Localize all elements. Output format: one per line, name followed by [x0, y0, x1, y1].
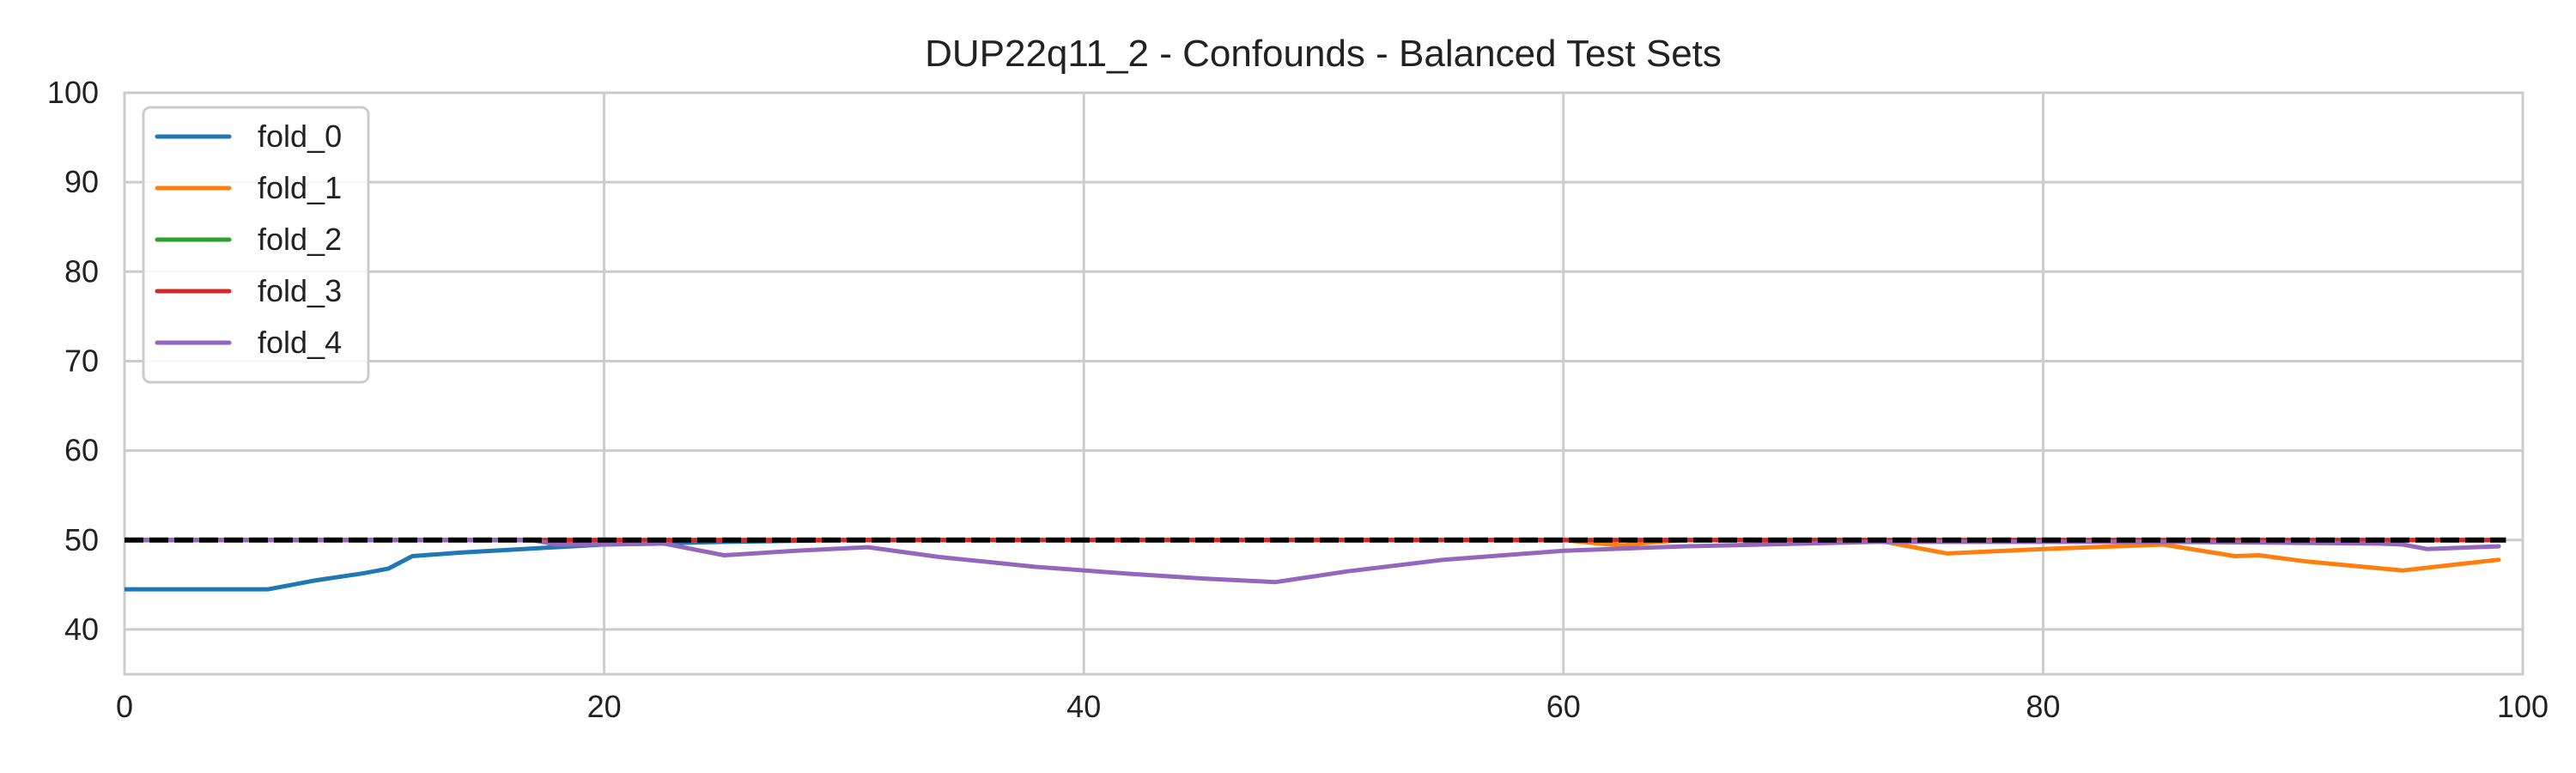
y-tick-label: 100 [47, 75, 99, 110]
y-tick-label: 60 [64, 433, 99, 468]
x-tick-label: 20 [587, 689, 622, 724]
x-tick-label: 40 [1066, 689, 1101, 724]
plot-area-frame [123, 91, 2524, 676]
x-tick-label: 100 [2497, 689, 2549, 724]
y-tick-label: 70 [64, 343, 99, 378]
x-tick-label: 0 [116, 689, 133, 724]
series-layer [125, 538, 2501, 592]
grid [125, 93, 2523, 674]
x-tick-label: 60 [1546, 689, 1581, 724]
y-tick-label: 40 [64, 612, 99, 647]
chart-title: DUP22q11_2 - Confounds - Balanced Test S… [925, 33, 1722, 75]
y-tick-label: 50 [64, 522, 99, 557]
series-line-fold-0 [125, 538, 2501, 592]
legend-box [142, 106, 370, 384]
legend-label: fold_0 [258, 119, 342, 154]
series-line-fold-4 [125, 538, 2501, 585]
y-tick-label: 80 [64, 253, 99, 289]
legend-label: fold_1 [258, 170, 342, 205]
x-tick-label: 80 [2026, 689, 2060, 724]
series-line-fold-1 [125, 538, 2501, 573]
axis-labels: 0 20 40 60 80 100 40 50 60 70 80 90 100 [47, 75, 2549, 724]
legend-label: fold_3 [258, 273, 342, 308]
legend-label: fold_2 [258, 222, 342, 257]
legend: fold_0 fold_1 fold_2 fold_3 fold_4 [142, 106, 370, 384]
legend-label: fold_4 [258, 325, 342, 360]
y-tick-label: 90 [64, 164, 99, 199]
